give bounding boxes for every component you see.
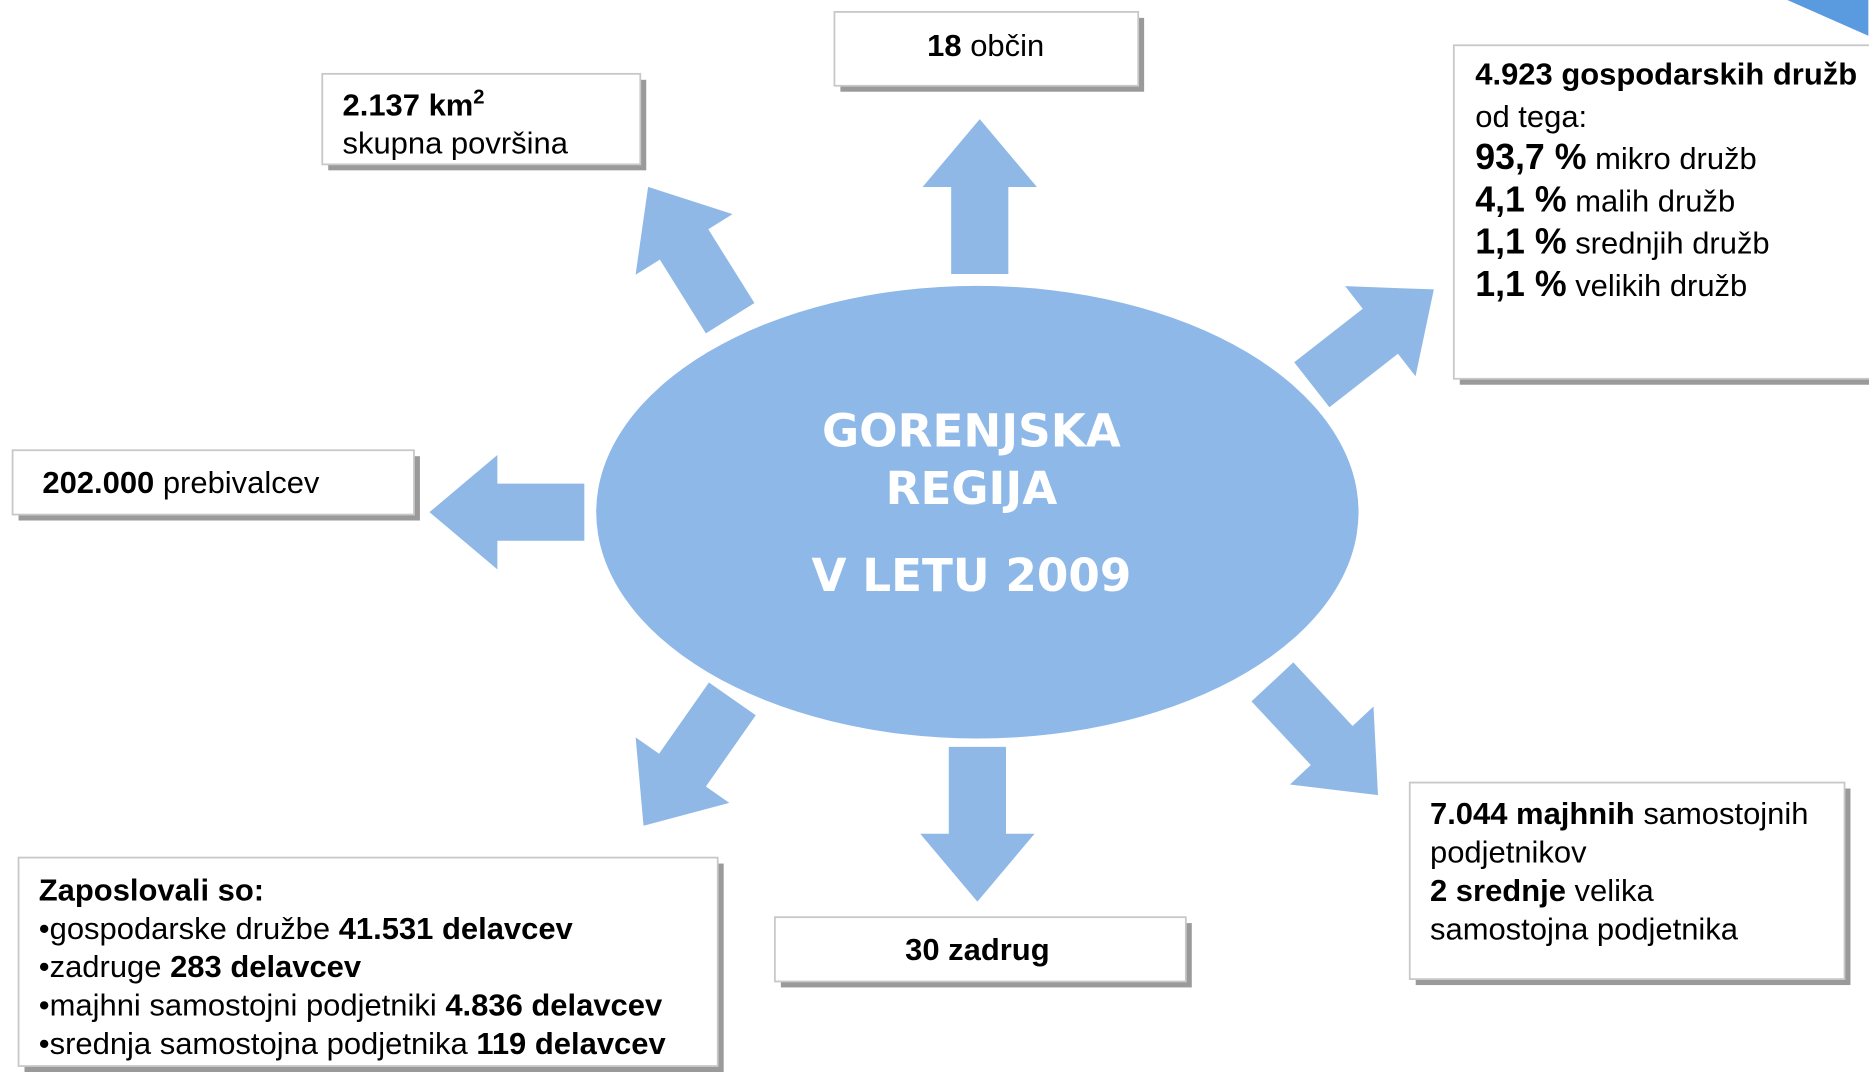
text-segment: samostojna podjetnika <box>1430 912 1739 947</box>
box-line: od tega: <box>1475 99 1587 134</box>
box-line: •srednja samostojna podjetnika 119 delav… <box>39 1026 667 1061</box>
box-line: •majhni samostojni podjetniki 4.836 dela… <box>39 988 663 1023</box>
text-segment: 283 delavcev <box>170 949 362 984</box>
text-segment: 4,1 % <box>1475 179 1566 219</box>
box-line: 1,1 % velikih družb <box>1475 264 1747 304</box>
arrow <box>599 156 779 349</box>
box <box>321 72 642 166</box>
arrow <box>922 119 1037 274</box>
box-line: Zaposlovali so: <box>39 872 264 907</box>
text-segment: malih družb <box>1567 183 1736 218</box>
center-ellipse <box>596 285 1359 739</box>
box <box>1452 44 1869 380</box>
text-segment: velika <box>1566 873 1655 908</box>
center-title: REGIJA <box>886 462 1058 515</box>
box-line: 2 srednje velika <box>1430 873 1654 908</box>
corner-decoration <box>1787 0 1869 36</box>
box-line: 2.137 km2 <box>343 87 485 123</box>
arrow <box>920 746 1035 902</box>
text-segment: 2 <box>473 87 484 109</box>
text-segment: prebivalcev <box>154 465 320 500</box>
center-title: GORENJSKA <box>822 405 1121 458</box>
text-segment: občin <box>962 28 1045 63</box>
box-line: 4.923 gospodarskih družb <box>1475 57 1857 92</box>
text-segment: 2 srednje <box>1430 873 1566 908</box>
text-segment: 4.923 gospodarskih družb <box>1475 57 1857 92</box>
text-segment: 7.044 majhnih <box>1430 796 1635 831</box>
box-line: 18 občin <box>927 28 1044 63</box>
text-segment: •gospodarske družbe <box>39 911 339 946</box>
box-line: •gospodarske družbe 41.531 delavcev <box>39 911 574 946</box>
box-line: 93,7 % mikro družb <box>1475 137 1757 177</box>
box-line: 4,1 % malih družb <box>1475 179 1735 219</box>
text-segment: velikih družb <box>1567 268 1748 303</box>
box-line: 1,1 % srednjih družb <box>1475 222 1769 262</box>
arrow <box>429 455 585 570</box>
box <box>17 856 719 1067</box>
text-segment: 30 zadrug <box>905 932 1050 967</box>
text-segment: 41.531 delavcev <box>339 911 574 946</box>
text-segment: •zadruge <box>39 949 170 984</box>
box-line: 202.000 prebivalcev <box>42 465 320 500</box>
text-segment: •srednja samostojna podjetnika <box>39 1026 477 1061</box>
text-segment: skupna površina <box>343 126 569 161</box>
box-line: podjetnikov <box>1430 835 1587 870</box>
box-line: 7.044 majhnih samostojnih <box>1430 796 1808 831</box>
text-segment: Zaposlovali so: <box>39 872 264 907</box>
box <box>11 449 415 516</box>
text-segment: podjetnikov <box>1430 835 1587 870</box>
text-segment: 18 <box>927 28 961 63</box>
text-segment: 1,1 % <box>1475 264 1566 304</box>
text-segment: 93,7 % <box>1475 137 1586 177</box>
box-line: 30 zadrug <box>905 932 1050 967</box>
text-segment: 4.836 delavcev <box>445 988 663 1023</box>
box <box>773 916 1187 983</box>
box <box>833 11 1140 87</box>
text-segment: 1,1 % <box>1475 222 1566 262</box>
text-segment: mikro družb <box>1586 141 1756 176</box>
text-segment: 119 delavcev <box>476 1026 666 1061</box>
text-segment: 202.000 <box>42 465 154 500</box>
box-line: skupna površina <box>343 126 569 161</box>
text-segment: •majhni samostojni podjetniki <box>39 988 446 1023</box>
box <box>1408 781 1846 980</box>
arrow <box>596 666 780 859</box>
text-segment: 2.137 km <box>343 88 474 123</box>
box-line: samostojna podjetnika <box>1430 912 1739 947</box>
box-line: •zadruge 283 delavcev <box>39 949 362 984</box>
text-segment: od tega: <box>1475 99 1587 134</box>
arrow <box>1230 642 1420 835</box>
text-segment: srednjih družb <box>1567 226 1770 261</box>
text-segment: samostojnih <box>1635 796 1809 831</box>
center-title: V LETU 2009 <box>812 549 1132 602</box>
